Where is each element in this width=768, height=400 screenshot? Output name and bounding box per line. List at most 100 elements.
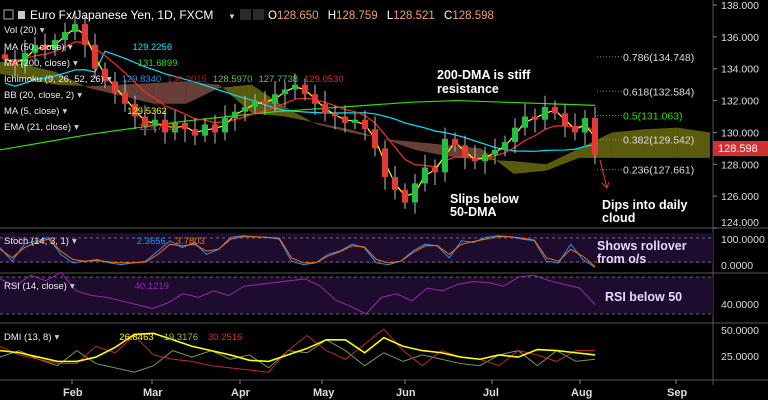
candle-body	[512, 127, 518, 142]
candle-body	[292, 84, 298, 90]
candle-body	[362, 119, 368, 130]
dropdown-icon[interactable]: ▾	[62, 106, 67, 117]
indicator-label[interactable]: Vol (20)	[4, 25, 37, 36]
stoch-legend[interactable]: Stoch (14, 3, 1) ▾ 2.3656 3.7803	[4, 236, 205, 247]
y-tick-label: 132.000	[721, 96, 759, 108]
legend-row[interactable]: EMA (21, close) ▾ 129.7852	[4, 122, 178, 133]
indicator-label[interactable]: DMI (13, 8)	[4, 332, 52, 343]
chart-frame	[0, 0, 768, 385]
indicator-label[interactable]: Ichimoku (9, 26, 52, 26)	[4, 74, 104, 85]
close-label: C	[444, 10, 452, 22]
candle-body	[392, 177, 398, 190]
candle-body	[2, 54, 8, 60]
high-label: H	[328, 10, 336, 22]
candle-body	[452, 138, 458, 146]
ichimoku-cloud-segment	[55, 71, 89, 88]
legend-row[interactable]: MA (200, close) ▾ 131.6899	[4, 58, 177, 69]
ichimoku-cloud-segment	[644, 127, 678, 158]
svg-text:O128.650 H128.759: O128.650 H128.759 L128.521 C128.598	[268, 10, 494, 22]
dropdown-icon[interactable]: ▾	[70, 281, 75, 292]
ichimoku-cloud-segment	[219, 84, 252, 114]
indicator-value: 26.8463	[119, 332, 153, 343]
arrow-down-icon	[599, 159, 608, 189]
dropdown-icon[interactable]: ▾	[40, 25, 45, 36]
symbol-dropdown-icon[interactable]: ▼	[228, 12, 236, 21]
candle-body	[22, 52, 28, 66]
indicator-value: 129.2256	[133, 42, 173, 53]
candle-body	[232, 111, 238, 119]
ichimoku-cloud-segment	[382, 138, 416, 150]
rsi-line	[0, 271, 596, 315]
fib-level-label: 0.5(131.063)	[623, 111, 683, 123]
dropdown-icon[interactable]: ▾	[55, 332, 60, 343]
candle-body	[382, 148, 388, 178]
candle-body	[182, 122, 188, 130]
candle-body	[262, 100, 268, 104]
stoch-d-line	[0, 236, 596, 268]
flag-icon	[18, 11, 25, 19]
dropdown-icon[interactable]: ▾	[72, 236, 77, 247]
legend-row[interactable]: Ichimoku (9, 26, 52, 26) ▾ 129.8340 130.201…	[4, 74, 344, 85]
legend-row[interactable]: MA (5, close) ▾ 129.5362	[4, 106, 167, 117]
y-tick-label: 136.000	[721, 32, 759, 44]
eye-icon[interactable]	[240, 9, 251, 20]
candle-body	[552, 106, 558, 114]
indicator-label[interactable]: Stoch (14, 3, 1)	[4, 236, 69, 247]
indicator-label[interactable]: BB (20, close, 2)	[4, 90, 74, 101]
ichimoku-cloud-segment	[284, 106, 318, 125]
y-tick-label: 130.000	[721, 127, 759, 139]
candle-body	[42, 44, 48, 50]
indicator-value: 40.1219	[135, 281, 169, 292]
ma200-line	[0, 99, 596, 151]
indicator-value: 128.5970	[213, 74, 253, 85]
indicator-label[interactable]: MA (50, close)	[4, 42, 65, 53]
candle-body	[162, 119, 168, 133]
candle-body	[482, 154, 488, 162]
x-tick-label: Jun	[396, 387, 416, 399]
legend-row[interactable]: MA (50, close) ▾ 129.2256	[4, 42, 172, 53]
indicator-y-tick: 40.0000	[721, 299, 759, 311]
price-tag: 128.598	[713, 141, 768, 156]
x-tick-label: Jul	[483, 387, 499, 399]
candle-body	[202, 124, 208, 136]
indicator-y-tick: 25.0000	[721, 351, 759, 363]
legend-row[interactable]: BB (20, close, 2) ▾	[4, 90, 82, 101]
dropdown-icon[interactable]: ▾	[107, 74, 112, 85]
candle-body	[62, 32, 68, 41]
gear-icon[interactable]	[253, 9, 264, 20]
indicator-label[interactable]: MA (200, close)	[4, 58, 70, 69]
candle-body	[442, 138, 448, 173]
indicator-value: 131.6899	[138, 58, 178, 69]
dropdown-icon[interactable]: ▾	[77, 90, 82, 101]
candle-body	[282, 89, 288, 95]
legend-row[interactable]: Vol (20) ▾	[4, 25, 45, 36]
symbol-title[interactable]: Euro Fx/Japanese Yen, 1D, FXCM	[30, 8, 213, 22]
candle-body	[222, 118, 228, 133]
dropdown-icon[interactable]: ▾	[68, 42, 73, 53]
indicator-label[interactable]: MA (5, close)	[4, 106, 59, 117]
x-tick-label: Aug	[571, 387, 592, 399]
candle-body	[242, 106, 248, 112]
annotation-slips-1: Slips below	[450, 192, 519, 206]
x-tick-label: Feb	[63, 387, 83, 399]
candle-body	[12, 59, 18, 66]
indicator-label[interactable]: RSI (14, close)	[4, 281, 67, 292]
candle-body	[542, 106, 548, 120]
candle-body	[422, 167, 428, 184]
collapse-icon[interactable]	[3, 9, 14, 20]
candle-body	[172, 122, 178, 133]
rsi-legend[interactable]: RSI (14, close) ▾ 40.1219	[4, 281, 169, 292]
candle-body	[462, 145, 468, 158]
dropdown-icon[interactable]: ▾	[73, 58, 78, 69]
ichimoku-cloud-segment	[415, 141, 449, 157]
price-tag-value: 128.598	[718, 143, 758, 155]
dmi-legend[interactable]: DMI (13, 8) ▾ 26.8463 19.3176 30.2516	[4, 332, 242, 343]
dropdown-icon[interactable]: ▾	[74, 122, 79, 133]
candle-body	[582, 118, 588, 133]
annotation-dips-1: Dips into daily	[602, 198, 687, 212]
y-tick-label: 134.000	[721, 64, 759, 76]
indicator-label[interactable]: EMA (21, close)	[4, 122, 71, 133]
ichimoku-cloud-segment	[677, 127, 710, 158]
